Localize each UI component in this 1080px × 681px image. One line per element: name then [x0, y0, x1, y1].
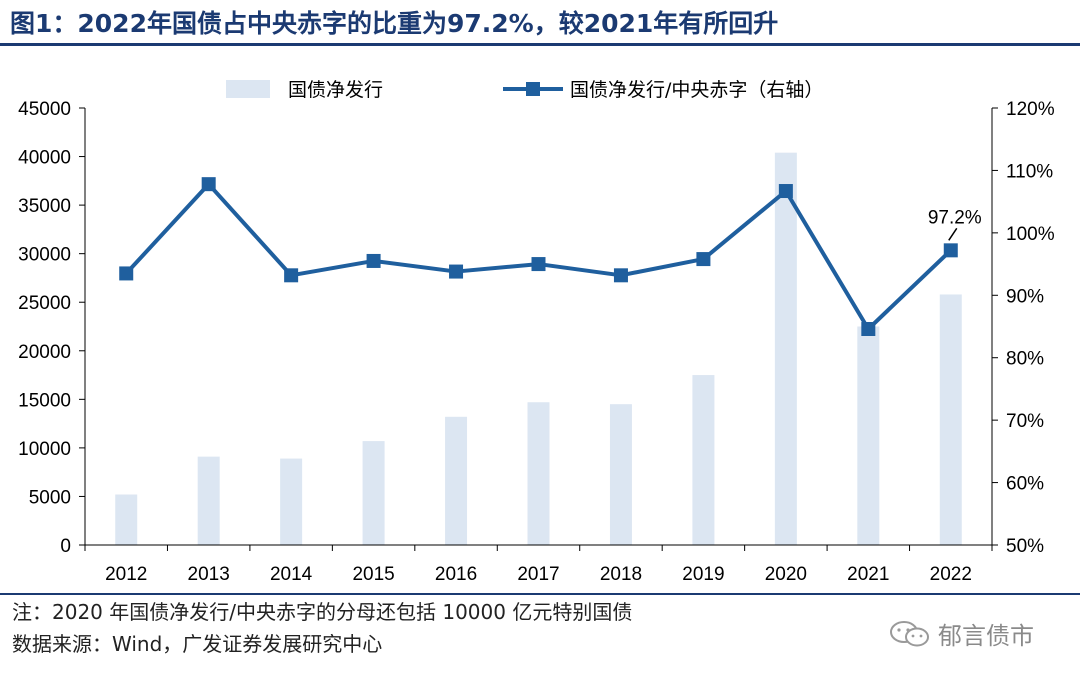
legend-line-label: 国债净发行/中央赤字（右轴）: [570, 79, 823, 101]
y-left-tick-label: 35000: [18, 196, 71, 217]
point-2013: [201, 177, 216, 192]
y-right-tick-label: 70%: [1006, 411, 1044, 432]
bar-2021: [857, 326, 880, 545]
legend-line-marker: [526, 82, 540, 96]
annotation: 97.2%: [928, 207, 982, 241]
x-tick-label: 2013: [188, 564, 230, 585]
x-tick-label: 2015: [352, 564, 394, 585]
bar-2016: [445, 416, 468, 545]
y-right-tick-label: 60%: [1006, 474, 1044, 495]
footer-divider: [0, 593, 1080, 595]
x-tick-label: 2012: [105, 564, 147, 585]
chart-title: 图1：2022年国债占中央赤字的比重为97.2%，较2021年有所回升: [10, 9, 779, 38]
ratio-line: [124, 182, 953, 331]
bar-2020: [774, 152, 797, 545]
bar-2012: [115, 494, 138, 545]
point-2014: [284, 268, 299, 283]
point-2017: [531, 257, 546, 272]
y-left-tick-label: 0: [60, 536, 71, 557]
y-left-tick-label: 5000: [29, 487, 71, 508]
y-left-tick-label: 20000: [18, 342, 71, 363]
point-2020: [778, 184, 793, 199]
bar-2013: [197, 456, 220, 545]
axes: 0 5000 10000 15000 20000 25000 30000 35000 40000…: [18, 99, 1055, 585]
y-left-tick-label: 25000: [18, 293, 71, 314]
y-right-tick-label: 90%: [1006, 286, 1044, 307]
annotation-label: 97.2%: [928, 207, 982, 228]
y-left-tick-label: 40000: [18, 148, 71, 169]
line-series: [119, 177, 958, 336]
legend-bar-label: 国债净发行: [288, 79, 383, 101]
y-left-tick-label: 10000: [18, 439, 71, 460]
x-tick-label: 2018: [600, 564, 642, 585]
y-right-tick-label: 80%: [1006, 349, 1044, 370]
x-tick-label: 2019: [682, 564, 724, 585]
bar-2014: [280, 458, 303, 545]
point-2015: [366, 253, 381, 268]
y-left-tick-label: 45000: [18, 99, 71, 120]
watermark: 郁言债市: [888, 616, 1034, 651]
point-2022: [943, 243, 958, 258]
bar-2018: [609, 404, 632, 545]
y-right-tick-label: 110%: [1006, 161, 1053, 182]
title-divider: [0, 43, 1080, 46]
legend: 国债净发行 国债净发行/中央赤字（右轴）: [226, 79, 823, 101]
bar-2017: [527, 402, 550, 545]
y-right-tick-label: 50%: [1006, 536, 1044, 557]
x-tick-label: 2017: [517, 564, 559, 585]
legend-bar-swatch: [226, 80, 270, 98]
y-left-tick-label: 15000: [18, 390, 71, 411]
point-2019: [696, 252, 711, 267]
annotation-leader: [948, 227, 958, 241]
x-tick-label: 2016: [435, 564, 477, 585]
data-source: 数据来源：Wind，广发证券发展研究中心: [12, 632, 383, 656]
y-right-tick-label: 120%: [1006, 99, 1055, 120]
x-tick-label: 2020: [765, 564, 807, 585]
wechat-icon: [890, 620, 929, 646]
y-left-tick-label: 30000: [18, 245, 71, 266]
point-2012: [119, 266, 134, 281]
point-2021: [861, 321, 876, 336]
x-tick-label: 2014: [270, 564, 313, 585]
point-2016: [449, 264, 464, 279]
bar-2019: [692, 375, 715, 545]
point-2018: [613, 268, 628, 283]
x-tick-label: 2022: [930, 564, 972, 585]
bar-2022: [939, 294, 962, 545]
combo-chart: 0 5000 10000 15000 20000 25000 30000 35000 40000…: [18, 79, 1055, 585]
x-tick-label: 2021: [847, 564, 889, 585]
bar-2015: [362, 441, 385, 545]
watermark-text: 郁言债市: [938, 622, 1034, 650]
bar-series: [115, 152, 962, 545]
footnote: 注：2020 年国债净发行/中央赤字的分母还包括 10000 亿元特别国债: [12, 600, 633, 624]
y-right-tick-label: 100%: [1006, 224, 1055, 245]
